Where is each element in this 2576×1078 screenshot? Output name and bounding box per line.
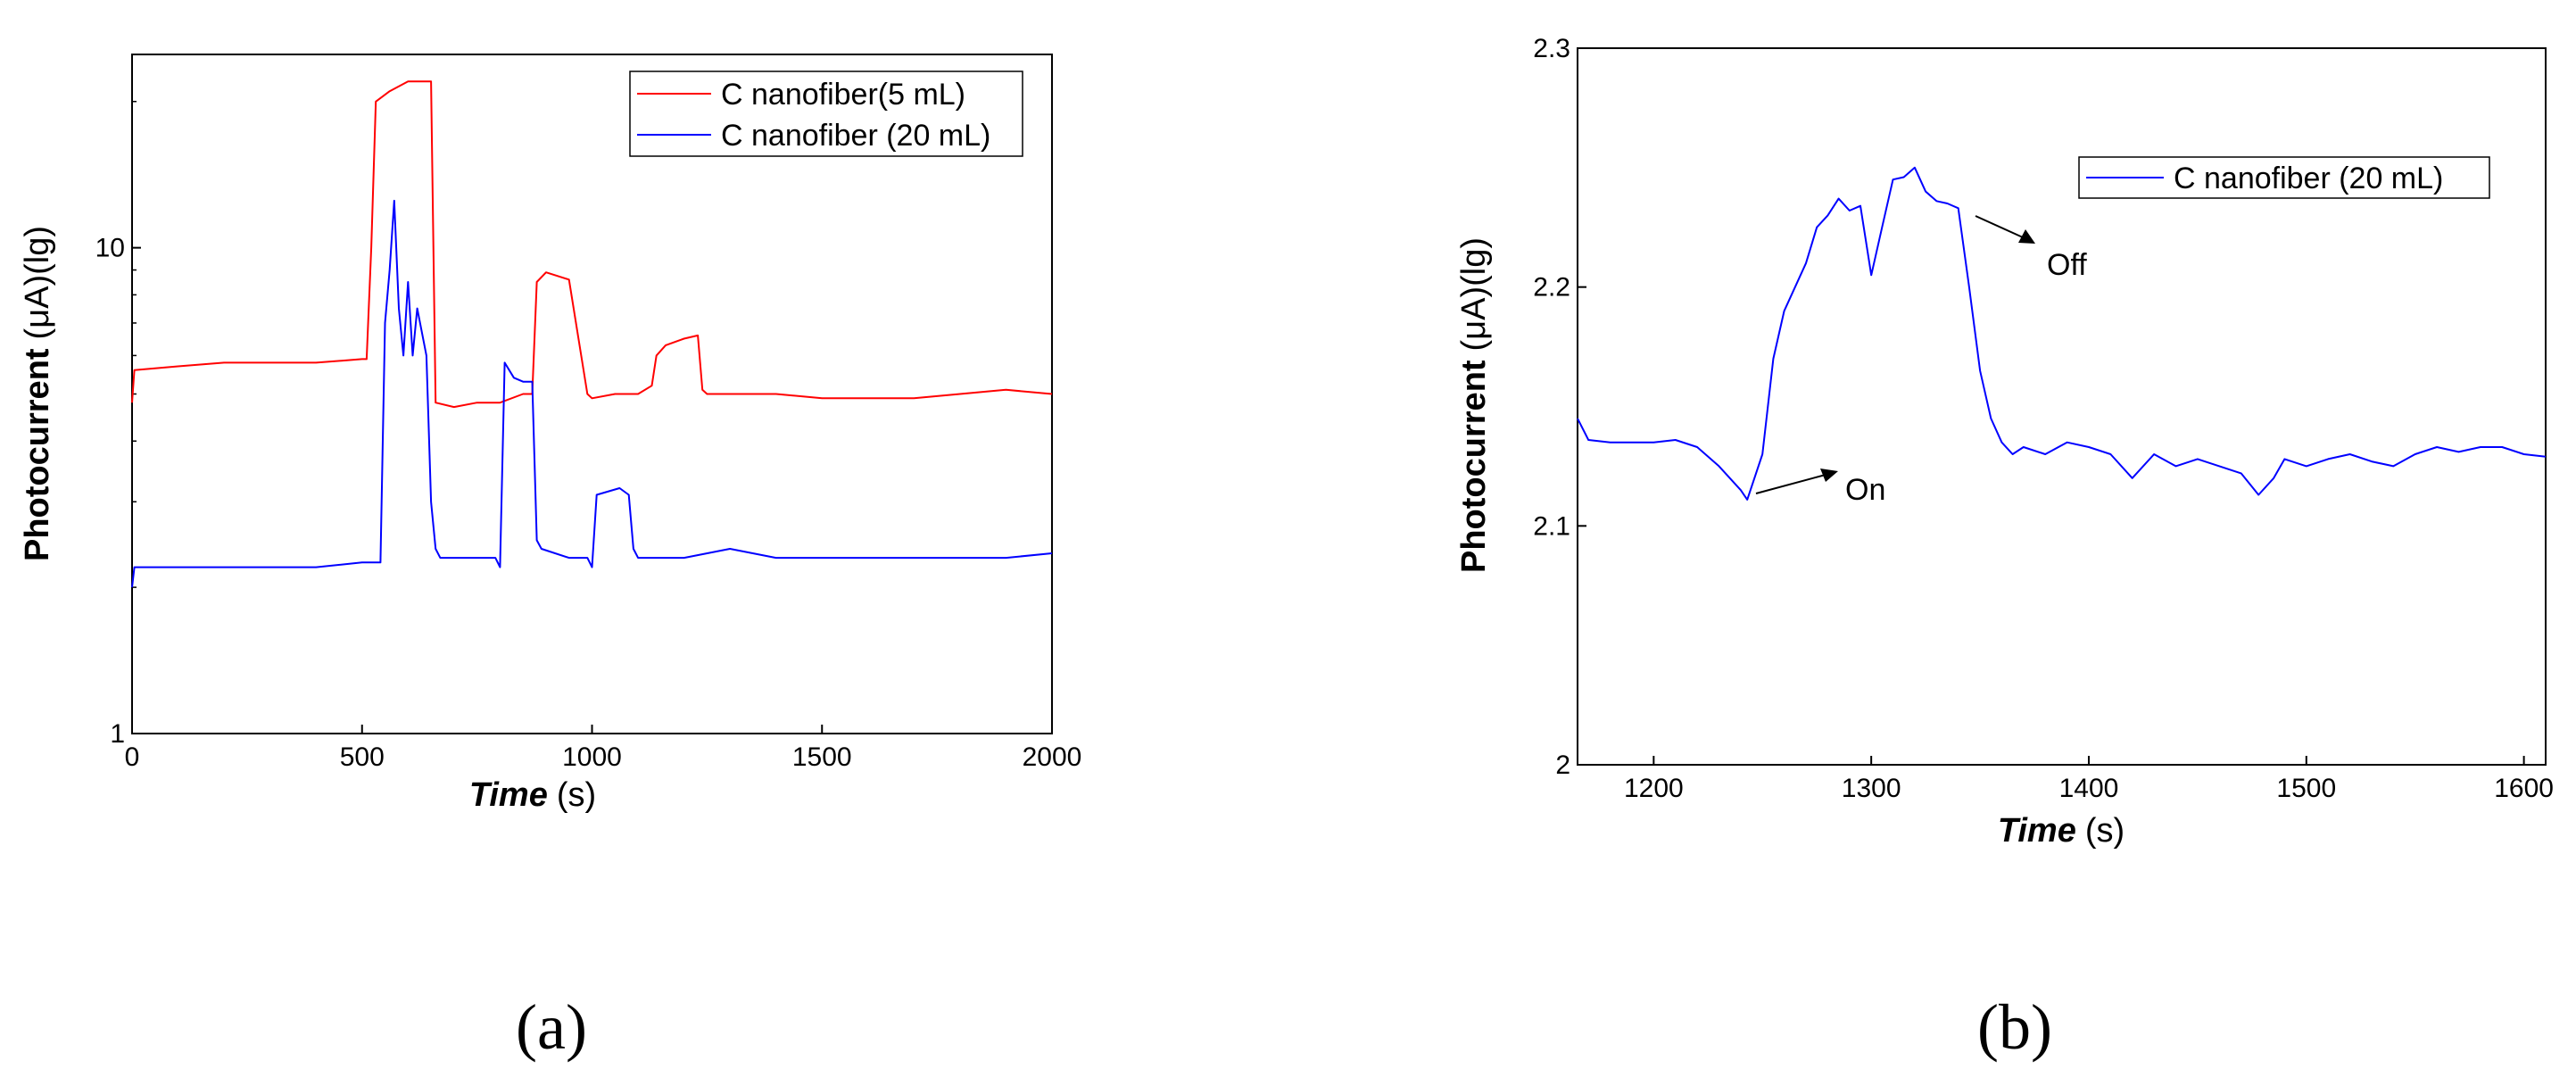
legend-label-a-1: C nanofiber (20 mL) <box>721 119 990 153</box>
x-axis-title-b: Time (s) <box>1998 812 2125 850</box>
x-tick-label-b-1: 1300 <box>1842 774 1901 803</box>
annotation-on: On <box>1755 469 1885 507</box>
x-tick-label-b-2: 1400 <box>2059 774 2119 803</box>
y-tick-label-b-3: 2.3 <box>1533 34 1570 63</box>
legend-a: C nanofiber(5 mL) C nanofiber (20 mL) <box>629 70 1023 157</box>
legend-box-b <box>2078 156 2490 199</box>
y-axis-label-a: Photocurrent <box>19 348 56 561</box>
y-tick-label-b-0: 2 <box>1555 750 1570 780</box>
y-axis-title-a: Photocurrent (μA)(lg) <box>19 226 56 561</box>
chart-panel-a: 0 500 1000 1500 2000 1 10 C nanofiber(5 mL) C … <box>19 54 1081 1063</box>
x-tick-label-a-1: 500 <box>340 742 385 772</box>
x-axis-title-a: Time (s) <box>469 776 596 814</box>
annotation-off: Off <box>1975 215 2087 282</box>
series-group-a <box>131 80 1053 588</box>
annotation-on-arrowhead <box>1820 469 1838 482</box>
annotation-off-arrow-line <box>1975 215 2024 238</box>
y-tick-label-a-1: 10 <box>95 234 125 263</box>
annotation-on-label: On <box>1845 473 1885 507</box>
y-tick-label-b-2: 2.2 <box>1533 273 1570 303</box>
plot-frame-b <box>1577 47 2547 766</box>
series-group-b <box>1577 166 2547 501</box>
legend-b: C nanofiber (20 mL) <box>2078 156 2490 199</box>
x-tick-label-a-3: 1500 <box>792 742 852 772</box>
axis-ticks-b: 1200 1300 1400 1500 1600 2 2.1 2.2 2.3 <box>1533 34 2554 803</box>
annotation-off-arrowhead <box>2018 229 2035 244</box>
x-tick-label-a-2: 1000 <box>562 742 622 772</box>
legend-label-a-0: C nanofiber(5 mL) <box>721 78 965 112</box>
x-tick-label-b-4: 1600 <box>2494 774 2554 803</box>
y-axis-unit-a: (μA)(lg) <box>19 226 56 339</box>
annotation-on-arrow-line <box>1755 474 1826 494</box>
chart-panel-b: 1200 1300 1400 1500 1600 2 2.1 2.2 2.3 C nanofib… <box>1455 34 2554 1063</box>
y-axis-unit-b: (μA)(lg) <box>1455 237 1493 351</box>
legend-label-b-0: C nanofiber (20 mL) <box>2174 162 2443 195</box>
x-tick-label-b-0: 1200 <box>1624 774 1684 803</box>
panel-label-a: (a) <box>516 991 587 1063</box>
series-line-b-0 <box>1577 166 2547 501</box>
x-axis-label-b: Time <box>1998 812 2076 850</box>
series-line-a-1 <box>131 199 1053 588</box>
x-tick-label-a-4: 2000 <box>1023 742 1082 772</box>
y-axis-title-b: Photocurrent (μA)(lg) <box>1455 237 1493 573</box>
legend-box-a <box>629 70 1023 157</box>
annotation-off-label: Off <box>2047 248 2087 282</box>
series-line-a-0 <box>131 80 1053 409</box>
y-tick-label-b-1: 2.1 <box>1533 511 1570 541</box>
x-tick-label-a-0: 0 <box>125 742 140 772</box>
x-axis-unit-b: (s) <box>2085 812 2125 850</box>
x-axis-label-a: Time <box>469 776 548 814</box>
y-tick-label-a-0: 1 <box>110 719 125 749</box>
x-axis-unit-a: (s) <box>557 776 596 814</box>
panel-label-b: (b) <box>1977 991 2052 1063</box>
axis-ticks-a: 0 500 1000 1500 2000 1 10 <box>95 101 1082 772</box>
x-tick-label-b-3: 1500 <box>2276 774 2336 803</box>
y-axis-label-b: Photocurrent <box>1455 360 1493 573</box>
